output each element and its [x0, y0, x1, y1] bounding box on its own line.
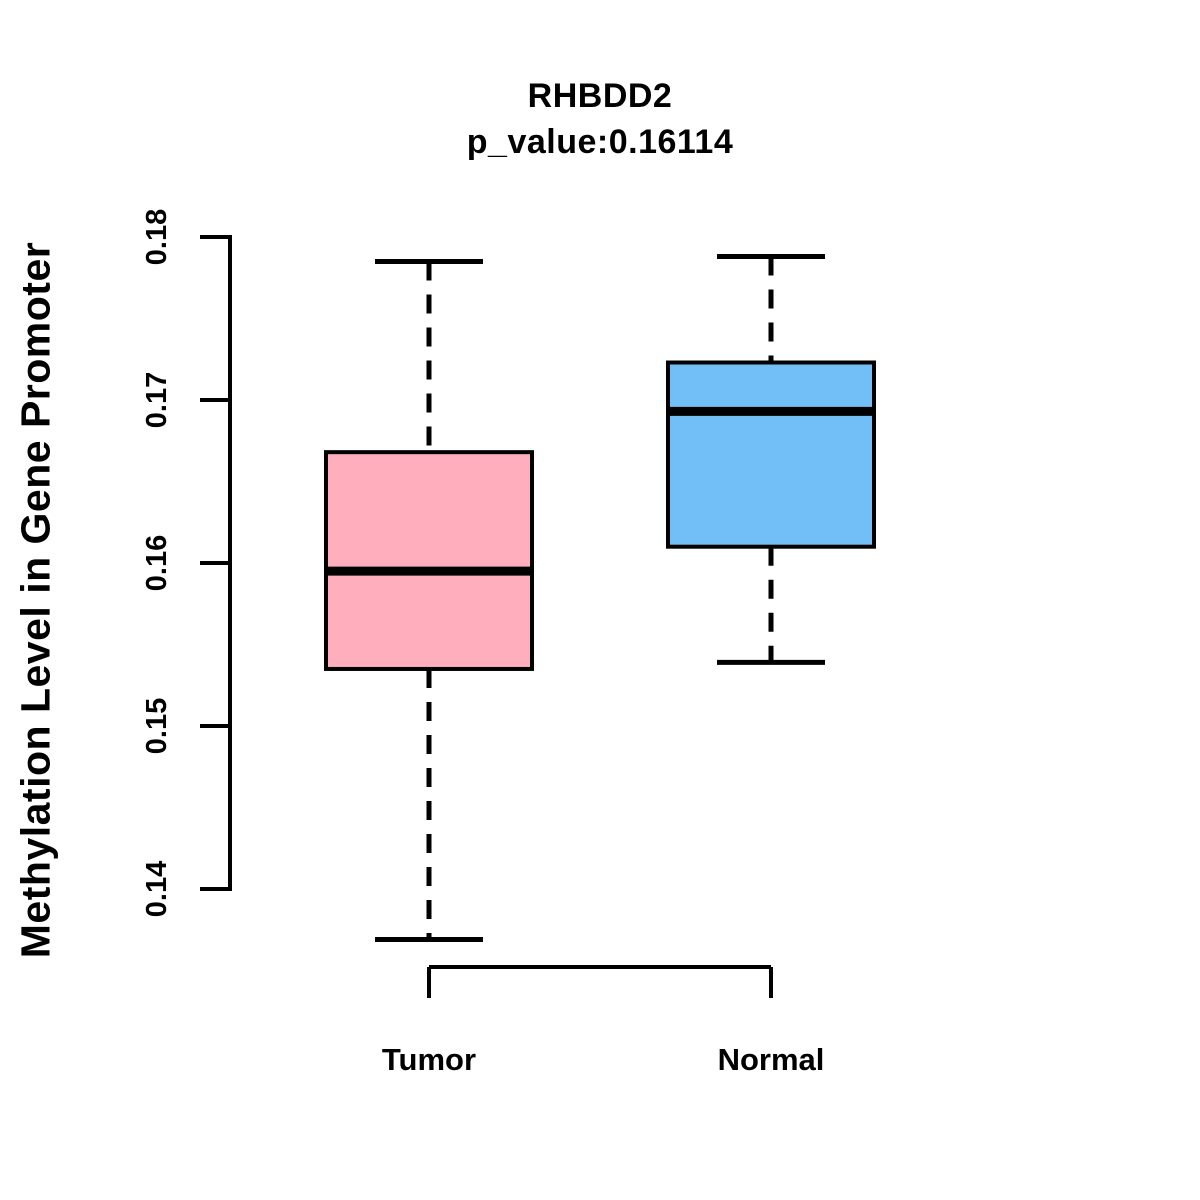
y-tick-label: 0.15 — [141, 698, 173, 754]
iqr-box — [324, 450, 534, 671]
chart-title-block: RHBDD2 p_value:0.16114 — [0, 74, 1200, 166]
y-tick-label: 0.17 — [141, 372, 173, 428]
y-tick-label: 0.16 — [141, 535, 173, 591]
chart-pvalue-subtitle: p_value:0.16114 — [466, 122, 734, 161]
y-tick-label: 0.14 — [141, 861, 173, 917]
category-label-normal: Normal — [718, 1042, 825, 1077]
box-group-tumor — [324, 258, 534, 943]
y-tick-label: 0.18 — [141, 209, 173, 265]
iqr-box — [666, 360, 876, 549]
category-label-tumor: Tumor — [382, 1042, 476, 1077]
box-group-normal — [666, 254, 876, 665]
chart-title: RHBDD2 — [527, 77, 673, 115]
